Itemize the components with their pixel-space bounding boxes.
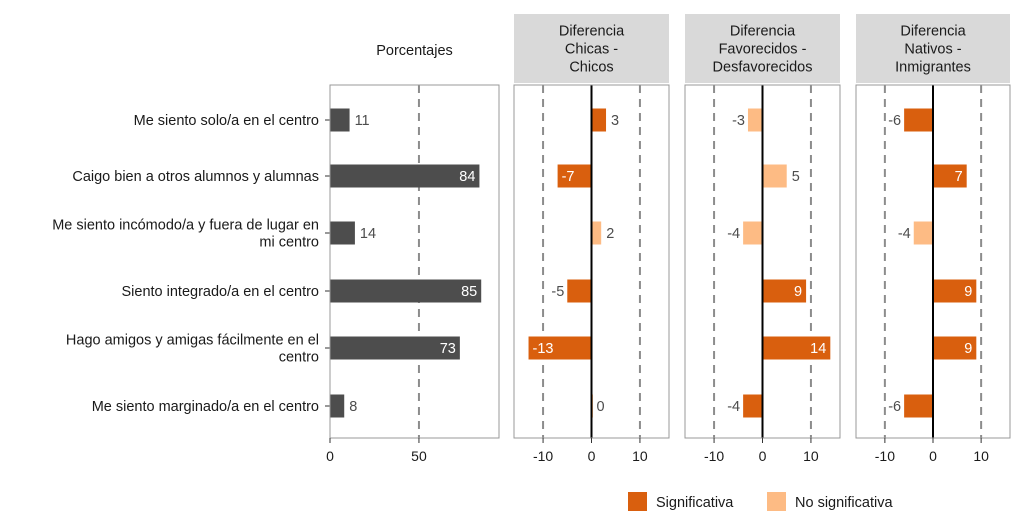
data-label: -5 xyxy=(551,284,564,300)
data-label: -4 xyxy=(898,226,911,242)
data-label: 3 xyxy=(611,113,619,129)
x-tick-label: -10 xyxy=(875,448,895,464)
data-label: 7 xyxy=(955,169,963,185)
category-label: Caigo bien a otros alumnos y alumnas xyxy=(72,169,319,185)
bar xyxy=(743,394,763,418)
data-label: 9 xyxy=(964,341,972,357)
bar xyxy=(933,164,967,188)
bar xyxy=(933,279,977,303)
category-label: Me siento marginado/a en el centro xyxy=(92,399,319,415)
data-label: -4 xyxy=(727,399,740,415)
x-tick-label: 10 xyxy=(803,448,819,464)
bar xyxy=(330,336,460,360)
panel-strip xyxy=(685,14,840,83)
x-tick-label: 0 xyxy=(929,448,937,464)
panel-title: Porcentajes xyxy=(376,43,453,59)
bar xyxy=(762,164,787,188)
data-label: -6 xyxy=(888,113,901,129)
bar xyxy=(330,108,350,132)
data-label: 2 xyxy=(606,226,614,242)
data-label: 9 xyxy=(794,284,802,300)
bar xyxy=(330,394,345,418)
bar xyxy=(591,221,602,245)
legend-label: No significativa xyxy=(795,495,893,511)
x-tick-label: -10 xyxy=(704,448,724,464)
panel-strip xyxy=(514,14,669,83)
panel-strip xyxy=(856,14,1010,83)
bar xyxy=(330,221,355,245)
data-label: -7 xyxy=(562,169,575,185)
data-label: 5 xyxy=(792,169,800,185)
panel-border xyxy=(329,84,500,439)
category-label: Hago amigos y amigas fácilmente en el cen… xyxy=(66,333,319,366)
x-tick-label: 10 xyxy=(632,448,648,464)
bar xyxy=(330,279,482,303)
bar xyxy=(762,279,807,303)
bar xyxy=(567,279,592,303)
bar xyxy=(330,164,480,188)
bar xyxy=(591,108,607,132)
bar xyxy=(904,108,933,132)
panel-title: Diferencia Chicas -Chicos xyxy=(559,24,625,76)
bar xyxy=(904,394,933,418)
data-label: 84 xyxy=(459,169,475,185)
data-label: -13 xyxy=(533,341,554,357)
bar xyxy=(528,336,592,360)
x-tick-label: 10 xyxy=(973,448,989,464)
data-label: 8 xyxy=(349,399,357,415)
x-tick-label: 0 xyxy=(588,448,596,464)
legend-swatch xyxy=(628,492,647,511)
x-tick-label: 50 xyxy=(411,448,427,464)
bar xyxy=(743,221,763,245)
data-label: 11 xyxy=(355,113,370,129)
data-label: -4 xyxy=(727,226,740,242)
legend-swatch xyxy=(767,492,786,511)
data-label: -3 xyxy=(732,113,745,129)
bar xyxy=(913,221,933,245)
data-label: 0 xyxy=(597,399,605,415)
category-label: Me siento incómodo/a y fuera de lugar en… xyxy=(52,218,319,251)
bar xyxy=(747,108,763,132)
category-label: Siento integrado/a en el centro xyxy=(122,284,320,300)
data-label: 73 xyxy=(440,341,456,357)
data-label: 14 xyxy=(360,226,376,242)
bar xyxy=(762,336,831,360)
x-tick-label: 0 xyxy=(326,448,334,464)
legend-label: Significativa xyxy=(656,495,734,511)
x-tick-label: 0 xyxy=(759,448,767,464)
bar xyxy=(933,336,977,360)
data-label: 9 xyxy=(964,284,972,300)
panel-title: Diferencia Favorecidos -Desfavorecidos xyxy=(713,24,813,76)
panel-title: Diferencia Nativos -Inmigrantes xyxy=(895,24,971,76)
data-label: 14 xyxy=(810,341,826,357)
x-tick-label: -10 xyxy=(533,448,553,464)
data-label: -6 xyxy=(888,399,901,415)
category-label: Me siento solo/a en el centro xyxy=(134,113,319,129)
data-label: 85 xyxy=(461,284,477,300)
bar xyxy=(557,164,592,188)
